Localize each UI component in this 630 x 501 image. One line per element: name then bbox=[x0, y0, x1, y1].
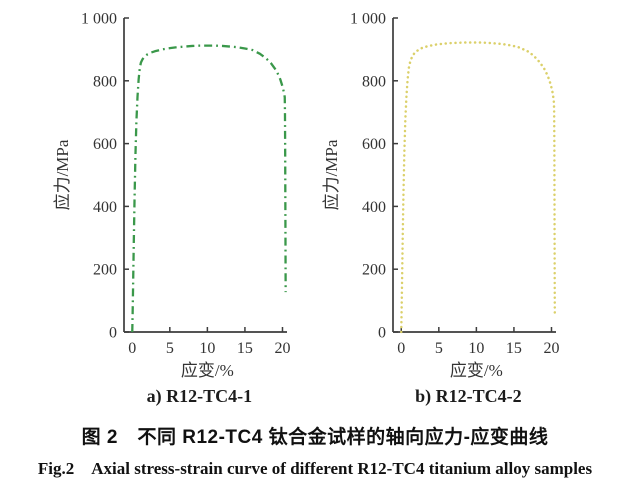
figure-caption-zh: 图 2 不同 R12-TC4 钛合金试样的轴向应力-应变曲线 bbox=[81, 427, 549, 448]
x-tick-label: 20 bbox=[543, 340, 559, 357]
y-tick-label: 0 bbox=[109, 325, 117, 342]
y-tick-label: 1 000 bbox=[81, 11, 117, 28]
subplot-title: b) R12-TC4-2 bbox=[415, 386, 522, 407]
curve-series bbox=[131, 44, 287, 333]
x-axis-title: 应变/% bbox=[181, 361, 234, 380]
y-tick-label: 1 000 bbox=[350, 11, 386, 28]
x-tick-label: 15 bbox=[506, 340, 522, 357]
x-tick-label: 10 bbox=[199, 340, 215, 357]
y-tick-label: 600 bbox=[362, 136, 386, 153]
x-tick-label: 0 bbox=[397, 340, 405, 357]
y-tick-label: 400 bbox=[93, 199, 117, 216]
y-tick-label: 600 bbox=[93, 136, 117, 153]
x-tick-label: 20 bbox=[274, 340, 290, 357]
x-tick-label: 5 bbox=[435, 340, 443, 357]
y-tick-label: 800 bbox=[93, 73, 117, 90]
y-axis-title: 应力/MPa bbox=[53, 139, 72, 210]
y-tick-label: 0 bbox=[378, 325, 386, 342]
figure-caption-en: Fig.2 Axial stress-strain curve of diffe… bbox=[37, 459, 593, 478]
charts-row: 0 5 10 15 20 0 200 400 600 800 1 000 应变/% 应力/MPa a) R… bbox=[53, 11, 559, 408]
x-tick-label: 5 bbox=[166, 340, 174, 357]
y-tick-label: 400 bbox=[362, 199, 386, 216]
x-axis-title: 应变/% bbox=[450, 361, 503, 380]
curve-series bbox=[400, 41, 557, 334]
y-axis-title: 应力/MPa bbox=[322, 139, 341, 210]
x-tick-label: 0 bbox=[128, 340, 136, 357]
y-tick-label: 200 bbox=[93, 262, 117, 279]
y-tick-label: 800 bbox=[362, 73, 386, 90]
x-tick-label: 15 bbox=[237, 340, 253, 357]
x-tick-label: 10 bbox=[468, 340, 484, 357]
subplot-title: a) R12-TC4-1 bbox=[147, 386, 253, 407]
y-tick-label: 200 bbox=[362, 262, 386, 279]
